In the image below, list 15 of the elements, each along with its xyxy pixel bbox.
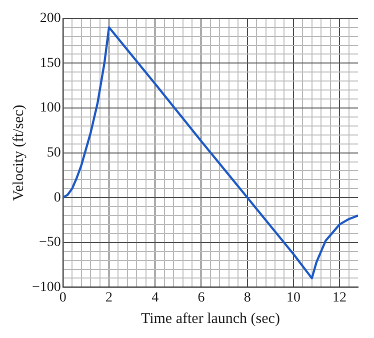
y-axis-title: Velocity (ft/sec): [10, 104, 27, 201]
y-tick-label: 100: [40, 100, 61, 116]
y-tick-label: 0: [54, 190, 61, 206]
x-tick-label: 4: [152, 290, 159, 306]
x-tick-label: 10: [286, 290, 300, 306]
y-tick-label: −50: [38, 235, 61, 250]
x-tick-label: 6: [198, 290, 205, 306]
y-tick-label: −100: [32, 280, 61, 295]
y-tick-label: 200: [40, 11, 61, 26]
x-tick-label: 8: [244, 290, 251, 306]
x-tick-label: 12: [332, 290, 347, 306]
y-tick-label: 50: [46, 145, 61, 160]
y-tick-label: 150: [40, 56, 61, 71]
x-axis-title: Time after launch (sec): [140, 310, 280, 327]
x-tick-label: 2: [106, 290, 113, 306]
